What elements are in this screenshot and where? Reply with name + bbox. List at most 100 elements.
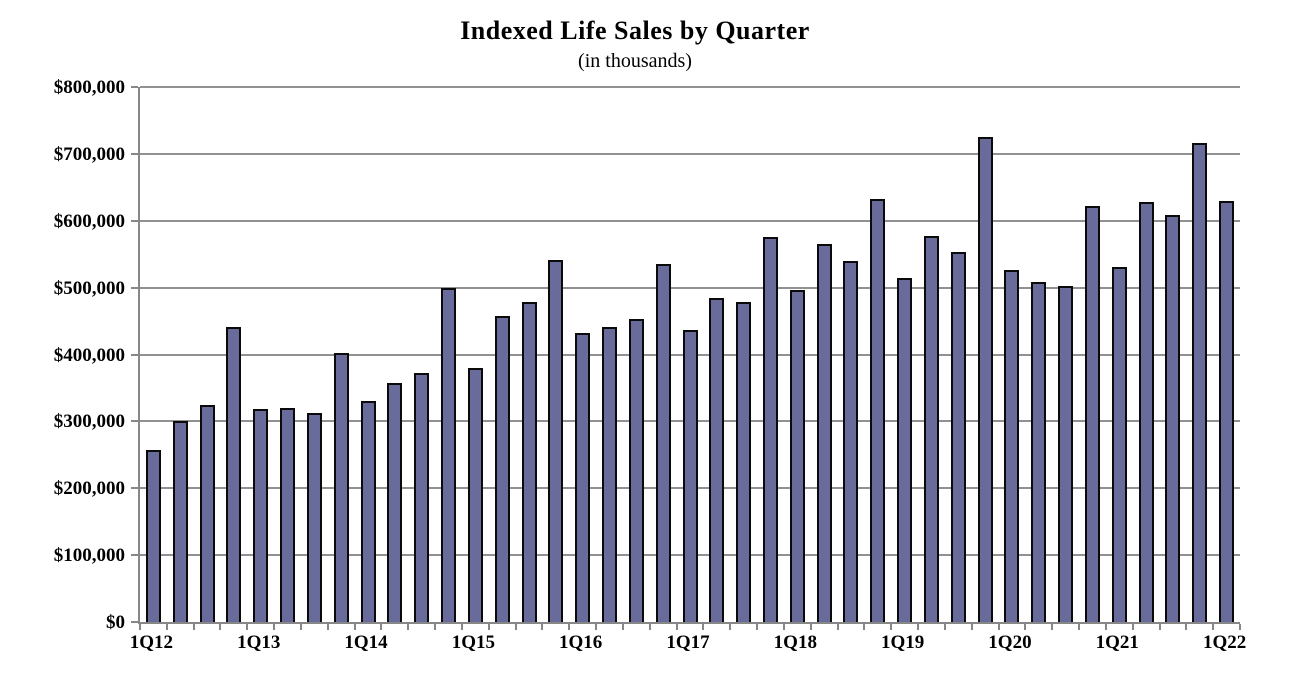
y-tick-200000: [131, 487, 138, 490]
x-tick-24: [782, 624, 785, 630]
bar-2q18: [816, 244, 832, 622]
bar-4q14: [441, 288, 457, 622]
x-tick-14: [514, 624, 517, 630]
x-tick-0: [139, 624, 141, 630]
x-tick-32: [997, 624, 1000, 630]
x-axis-label-1q12: 1Q12: [129, 632, 174, 653]
x-tick-2: [192, 624, 195, 630]
x-tick-28: [890, 624, 893, 630]
x-tick-10: [407, 624, 410, 630]
plot-area: [131, 86, 1241, 630]
bar-3q19: [950, 251, 966, 622]
bar-1q15: [467, 367, 483, 622]
bar-2q17: [709, 298, 725, 622]
x-tick-5: [273, 624, 276, 630]
y-tick-700000: [131, 152, 138, 155]
x-tick-35: [1078, 624, 1081, 630]
x-tick-19: [648, 624, 651, 630]
bar-3q21: [1165, 215, 1181, 622]
bar-2q20: [1031, 282, 1047, 622]
x-axis-label-1q19: 1Q19: [880, 632, 925, 653]
bar-4q21: [1192, 142, 1208, 622]
bar-1q21: [1111, 266, 1127, 622]
bar-3q12: [199, 405, 215, 622]
x-tick-20: [675, 624, 678, 630]
x-tick-17: [595, 624, 598, 630]
x-tick-7: [326, 624, 329, 630]
y-axis-label-200000: $200,000: [53, 478, 125, 500]
x-axis-label-1q16: 1Q16: [559, 632, 603, 653]
x-tick-38: [1158, 624, 1161, 630]
x-tick-21: [702, 624, 705, 630]
bar-4q17: [762, 237, 778, 622]
bar-1q13: [253, 408, 269, 622]
y-tick-500000: [131, 286, 138, 289]
y-axis-label-0: $0: [106, 612, 125, 633]
bar-2q14: [387, 382, 403, 622]
y-tick-100000: [131, 554, 138, 557]
bar-4q20: [1084, 206, 1100, 622]
x-axis-label-1q18: 1Q18: [773, 632, 817, 653]
y-axis-label-800000: $800,000: [53, 77, 125, 98]
bar-1q14: [360, 401, 376, 622]
x-axis-label-1q13: 1Q13: [237, 632, 281, 653]
bar-4q15: [548, 260, 564, 622]
y-tick-0: [131, 621, 138, 623]
x-tick-3: [219, 624, 222, 630]
gridline-800000: [140, 86, 1240, 88]
bar-4q19: [977, 137, 993, 622]
x-tick-15: [541, 624, 544, 630]
bar-3q15: [521, 301, 537, 622]
x-tick-13: [487, 624, 490, 630]
x-axis-label-1q15: 1Q15: [451, 632, 495, 653]
bar-1q12: [145, 450, 161, 622]
chart-title: Indexed Life Sales by Quarter: [460, 16, 810, 45]
x-tick-9: [380, 624, 383, 630]
bar-4q12: [226, 327, 242, 622]
gridline-600000: [140, 219, 1240, 222]
chart-subtitle: (in thousands): [578, 50, 692, 72]
bar-4q13: [333, 352, 349, 622]
bar-2q21: [1138, 202, 1154, 622]
x-tick-41: [1239, 624, 1241, 630]
x-tick-39: [1185, 624, 1188, 630]
y-axis-label-300000: $300,000: [53, 411, 125, 433]
x-tick-37: [1131, 624, 1134, 630]
x-tick-29: [917, 624, 920, 630]
x-tick-8: [353, 624, 356, 630]
bar-1q22: [1219, 201, 1235, 622]
x-tick-34: [1051, 624, 1054, 630]
bar-1q18: [789, 290, 805, 622]
x-tick-31: [970, 624, 973, 630]
bar-1q16: [575, 333, 591, 622]
x-tick-23: [756, 624, 759, 630]
bar-2q15: [494, 315, 510, 622]
bar-2q13: [280, 408, 296, 622]
bar-1q19: [897, 277, 913, 622]
y-axis-label-400000: $400,000: [53, 344, 125, 366]
bar-4q16: [655, 263, 671, 622]
y-tick-600000: [131, 219, 138, 222]
x-tick-27: [863, 624, 866, 630]
y-axis-label-600000: $600,000: [53, 210, 125, 232]
x-tick-11: [434, 624, 437, 630]
bar-4q18: [870, 199, 886, 622]
bar-2q12: [172, 421, 188, 622]
bar-1q17: [682, 329, 698, 622]
x-axis-label-1q22: 1Q22: [1202, 632, 1247, 653]
x-tick-22: [729, 624, 732, 630]
x-tick-1: [165, 624, 168, 630]
y-axis-label-100000: $100,000: [53, 545, 125, 567]
x-tick-40: [1212, 624, 1215, 630]
bar-1q20: [1004, 270, 1020, 622]
bar-3q17: [736, 302, 752, 622]
x-tick-16: [568, 624, 571, 630]
x-axis-label-1q21: 1Q21: [1095, 632, 1139, 653]
x-tick-26: [836, 624, 839, 630]
y-tick-300000: [131, 420, 138, 423]
bar-3q14: [414, 372, 430, 622]
gridline-700000: [140, 152, 1240, 155]
x-tick-25: [809, 624, 812, 630]
x-tick-4: [246, 624, 249, 630]
